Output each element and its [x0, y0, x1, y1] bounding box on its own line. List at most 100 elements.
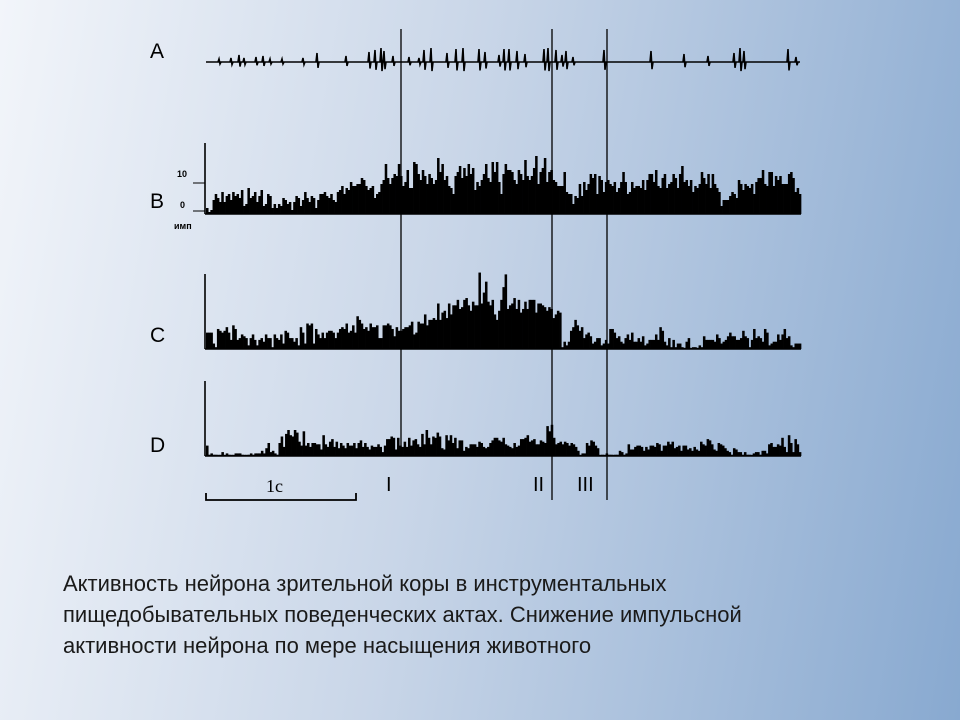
bar-b	[526, 176, 529, 214]
bar-c	[685, 341, 689, 349]
bar-b	[454, 176, 457, 214]
bar-b	[291, 210, 294, 214]
bar-c	[389, 325, 392, 349]
bar-c	[349, 330, 353, 349]
bar-c	[367, 330, 370, 349]
bar-c	[519, 312, 523, 349]
bar-c	[689, 347, 693, 349]
bar-d	[574, 446, 578, 456]
panel-label-a: A	[150, 40, 164, 63]
y-tick-label-0: 0	[180, 200, 185, 210]
bar-d	[781, 437, 784, 456]
bar-b	[421, 170, 425, 214]
bar-d	[357, 443, 361, 456]
bar-d	[289, 435, 292, 456]
bar-c	[301, 332, 305, 349]
bar-c	[487, 301, 490, 349]
bar-c	[790, 345, 793, 349]
bar-c	[585, 334, 588, 349]
bar-b	[692, 192, 695, 214]
bar-c	[219, 330, 222, 349]
bar-d	[256, 453, 260, 456]
bar-c	[458, 308, 462, 349]
bar-d	[315, 444, 319, 456]
bar-c	[284, 330, 287, 349]
panel-label-c: C	[150, 324, 165, 347]
bar-d	[487, 446, 490, 456]
bar-d	[467, 448, 470, 456]
bar-c	[668, 338, 671, 349]
bar-d	[741, 454, 745, 456]
bar-d	[271, 450, 275, 456]
bar-d	[704, 445, 707, 456]
bar-d	[241, 454, 244, 456]
bar-d	[772, 446, 776, 456]
bar-b	[746, 186, 750, 214]
bar-d	[732, 448, 736, 456]
bar-c	[522, 308, 525, 349]
bar-c	[256, 345, 259, 349]
bar-d	[324, 444, 328, 456]
bar-b	[798, 194, 802, 214]
bar-b	[572, 204, 575, 214]
bar-b	[772, 186, 776, 214]
bar-d	[285, 433, 288, 456]
bar-b	[654, 170, 658, 214]
bar-b	[380, 184, 383, 214]
bar-b	[229, 200, 233, 214]
bar-d	[278, 443, 281, 456]
bar-b	[785, 184, 789, 214]
bar-d	[293, 430, 297, 456]
bar-b	[779, 176, 782, 214]
bar-b	[731, 192, 734, 214]
bar-b	[402, 186, 405, 214]
bar-d	[386, 439, 389, 456]
bar-d	[689, 448, 692, 456]
bar-d	[557, 443, 560, 456]
bar-d	[715, 450, 718, 456]
bar-d	[559, 441, 563, 456]
bar-c	[277, 339, 281, 349]
bar-b	[227, 194, 231, 214]
bar-b	[295, 196, 298, 214]
bar-c	[208, 332, 211, 349]
bar-d	[515, 446, 519, 456]
bar-b	[585, 190, 588, 214]
bar-b	[602, 192, 606, 214]
bar-d	[502, 437, 505, 456]
bar-d	[370, 445, 374, 456]
bar-b	[683, 182, 686, 214]
bar-b	[559, 186, 562, 214]
bar-c	[589, 336, 593, 349]
bar-c	[613, 332, 617, 349]
bar-b	[580, 196, 584, 214]
bar-c	[249, 338, 253, 349]
bar-c	[674, 347, 678, 349]
bar-b	[639, 188, 643, 214]
bar-c	[273, 334, 277, 349]
bar-c	[587, 332, 590, 349]
bar-d	[302, 431, 306, 456]
bar-b	[484, 164, 488, 214]
histogram-bars-b	[206, 156, 802, 214]
bar-c	[247, 345, 250, 349]
bar-c	[206, 332, 209, 349]
bar-b	[325, 196, 329, 214]
bar-d	[653, 446, 657, 456]
bar-d	[592, 441, 595, 456]
bar-d	[414, 439, 418, 456]
bar-c	[415, 332, 418, 349]
bar-b	[504, 164, 508, 214]
bar-d	[392, 437, 396, 456]
bar-b	[341, 186, 344, 214]
bar-b	[685, 180, 689, 214]
bar-d	[724, 448, 727, 456]
bar-c	[334, 338, 338, 349]
bar-c	[646, 343, 649, 349]
bar-d	[274, 453, 277, 456]
bar-c	[772, 341, 776, 349]
bar-c	[513, 298, 516, 349]
bar-c	[611, 328, 614, 349]
bar-b	[443, 180, 447, 214]
bar-b	[718, 192, 721, 214]
